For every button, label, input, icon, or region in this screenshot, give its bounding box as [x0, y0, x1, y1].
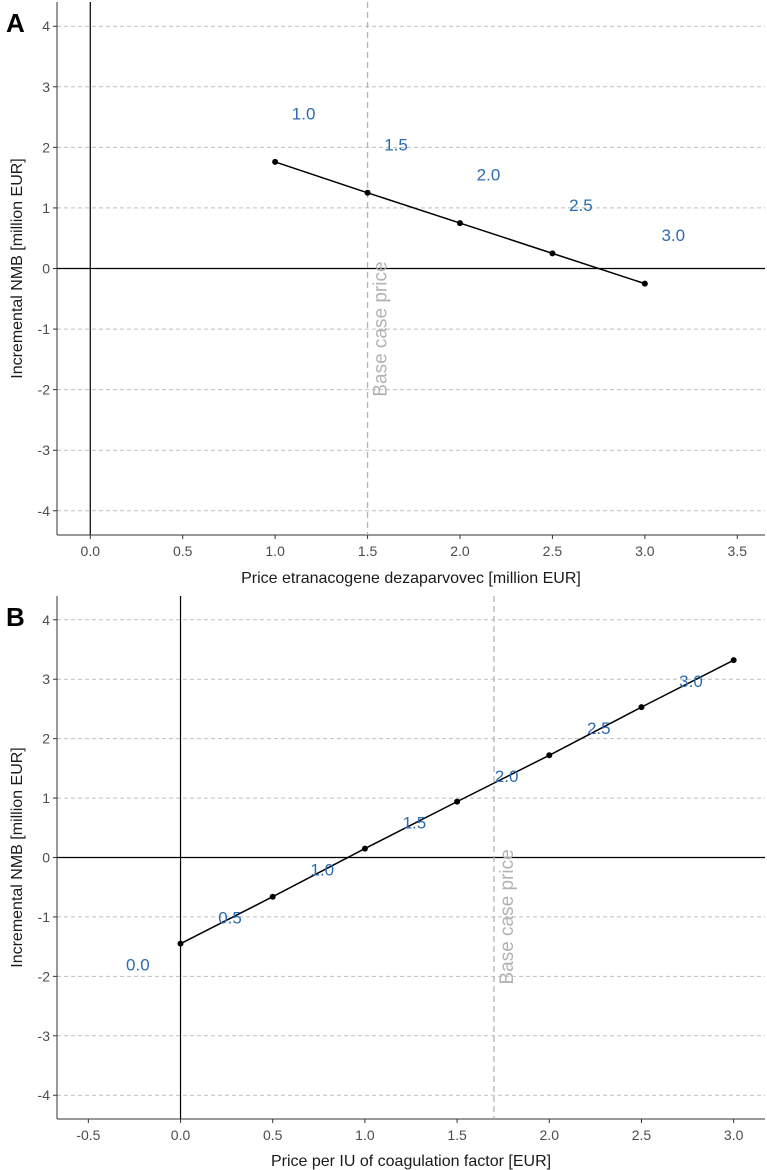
- data-point: [364, 189, 371, 196]
- x-tick-label: 2.5: [632, 1127, 652, 1143]
- x-tick-label: 0.5: [263, 1127, 283, 1143]
- y-tick-label: -1: [38, 321, 51, 337]
- panel-tag: B: [6, 602, 25, 632]
- data-point: [641, 280, 648, 287]
- y-tick-label: -4: [38, 1087, 51, 1103]
- base-case-label: Base case price: [371, 261, 392, 396]
- y-tick-label: 1: [42, 200, 50, 216]
- y-tick-label: 2: [42, 139, 50, 155]
- y-axis-title: Incremental NMB [million EUR]: [9, 747, 26, 968]
- y-axis-title: Incremental NMB [million EUR]: [9, 158, 26, 379]
- y-tick-label: 4: [42, 18, 50, 34]
- data-label: 0.0: [126, 955, 150, 974]
- y-tick-label: -3: [38, 1028, 51, 1044]
- panel-tag: A: [6, 8, 25, 38]
- data-label: 1.0: [310, 860, 334, 879]
- y-tick-label: 3: [42, 79, 50, 95]
- data-point: [730, 657, 737, 664]
- x-tick-label: 2.0: [450, 543, 470, 559]
- y-tick-label: -3: [38, 442, 51, 458]
- data-point: [272, 158, 279, 165]
- data-label: 1.5: [384, 135, 408, 154]
- x-tick-label: 0.0: [171, 1127, 191, 1143]
- x-axis-title: Price etranacogene dezaparvovec [million…: [241, 570, 581, 587]
- y-tick-label: -2: [38, 968, 51, 984]
- data-point: [549, 250, 556, 257]
- x-tick-label: 1.5: [358, 543, 378, 559]
- x-tick-label: 2.0: [540, 1127, 560, 1143]
- data-label: 1.5: [403, 813, 427, 832]
- data-point: [454, 798, 461, 805]
- data-label: 0.5: [218, 909, 242, 928]
- x-tick-label: 1.0: [355, 1127, 375, 1143]
- data-point: [546, 752, 553, 759]
- data-point: [177, 940, 184, 947]
- x-tick-label: 0.5: [173, 543, 193, 559]
- data-label: 3.0: [662, 226, 686, 245]
- data-label: 3.0: [679, 672, 703, 691]
- y-tick-label: -1: [38, 909, 51, 925]
- y-tick-label: -2: [38, 382, 51, 398]
- x-tick-label: -0.5: [76, 1127, 100, 1143]
- data-point: [638, 704, 645, 711]
- x-tick-label: 3.0: [724, 1127, 744, 1143]
- y-tick-label: 4: [42, 612, 50, 628]
- x-tick-label: 3.0: [635, 543, 655, 559]
- x-tick-label: 3.5: [728, 543, 748, 559]
- y-tick-label: 3: [42, 671, 50, 687]
- data-label: 2.5: [569, 196, 593, 215]
- base-case-label: Base case price: [497, 849, 518, 984]
- data-label: 1.0: [292, 104, 316, 123]
- y-tick-label: 0: [42, 261, 50, 277]
- x-tick-label: 2.5: [543, 543, 563, 559]
- data-label: 2.0: [477, 166, 501, 185]
- data-point: [269, 893, 276, 900]
- x-tick-label: 1.5: [447, 1127, 467, 1143]
- x-tick-label: 1.0: [265, 543, 285, 559]
- y-tick-label: 2: [42, 731, 50, 747]
- x-tick-label: 0.0: [81, 543, 101, 559]
- data-point: [361, 845, 368, 852]
- data-label: 2.5: [587, 719, 611, 738]
- y-tick-label: 1: [42, 790, 50, 806]
- data-point: [456, 220, 463, 227]
- y-tick-label: 0: [42, 850, 50, 866]
- y-tick-label: -4: [38, 503, 51, 519]
- x-axis-title: Price per IU of coagulation factor [EUR]: [271, 1153, 551, 1170]
- data-label: 2.0: [495, 767, 519, 786]
